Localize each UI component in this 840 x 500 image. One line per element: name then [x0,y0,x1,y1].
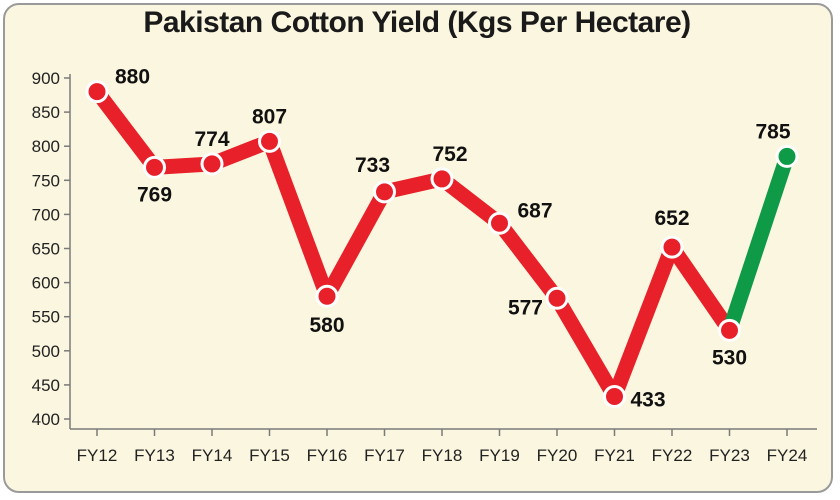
x-tick-label: FY15 [249,446,290,465]
data-label: 807 [252,105,287,128]
data-point [143,155,166,179]
series-segment [319,184,392,304]
data-label: 752 [432,143,467,166]
series-segment [607,239,680,404]
x-tick-label: FY22 [652,446,693,465]
series-segment-highlight [722,148,795,338]
data-label: 577 [508,296,543,319]
data-label: 530 [712,346,747,369]
x-tick-label: FY20 [537,446,578,465]
data-label: 652 [654,207,689,230]
y-tick-label: 500 [32,342,60,361]
data-point [85,80,109,104]
x-tick-label: FY19 [479,446,520,465]
y-tick-label: 850 [32,103,60,122]
series-segment [492,215,565,306]
data-point [603,384,626,408]
series-segment [664,239,737,338]
x-tick-label: FY18 [422,446,463,465]
data-point [373,180,396,204]
y-tick-label: 750 [32,171,60,190]
series-segment [89,84,162,175]
data-label: 785 [755,120,790,143]
data-label: 733 [355,154,390,177]
data-point [315,284,339,308]
y-tick-label: 450 [32,376,60,395]
x-tick-label: FY24 [767,446,808,465]
data-label: 774 [194,128,229,151]
data-point [200,152,224,176]
x-tick-label: FY17 [364,446,405,465]
data-label: 580 [309,314,344,337]
x-tick-label: FY14 [192,446,233,465]
x-tick-label: FY16 [307,446,348,465]
series-segment [549,290,622,404]
y-tick-label: 700 [32,205,60,224]
y-tick-label: 600 [32,274,60,293]
y-tick-label: 650 [32,240,60,259]
chart-frame [3,3,833,493]
x-tick-label: FY23 [709,446,750,465]
data-point [430,167,454,191]
data-point [718,318,741,342]
data-point [488,211,511,235]
series-segment [262,133,335,304]
chart-title: Pakistan Cotton Yield (Kgs Per Hectare) [143,6,691,39]
x-tick-label: FY21 [594,446,635,465]
series-segment [434,171,507,231]
y-tick-label: 900 [32,69,60,88]
data-point [660,235,684,259]
data-point [258,129,281,153]
data-point [775,144,799,168]
x-tick-label: FY12 [77,446,118,465]
data-label: 880 [115,66,150,89]
y-tick-label: 400 [32,410,60,429]
data-label: 433 [631,388,666,411]
data-point [545,286,569,310]
y-tick-label: 800 [32,137,60,156]
y-tick-label: 550 [32,308,60,327]
data-label: 687 [518,199,553,222]
x-tick-label: FY13 [134,446,175,465]
data-label: 769 [137,183,172,206]
